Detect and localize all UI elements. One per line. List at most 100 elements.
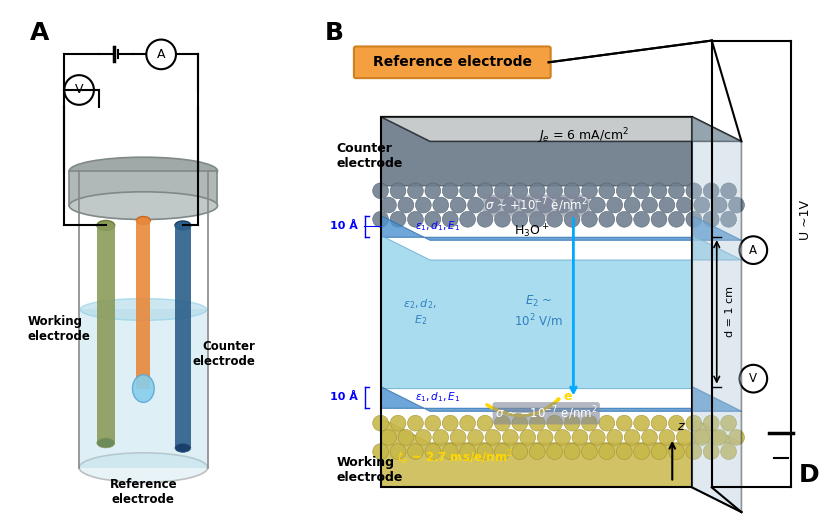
Polygon shape <box>380 387 740 411</box>
Circle shape <box>373 211 388 227</box>
Ellipse shape <box>97 221 115 231</box>
Circle shape <box>554 430 570 445</box>
Circle shape <box>623 430 640 445</box>
Circle shape <box>424 183 440 199</box>
Circle shape <box>441 211 458 227</box>
Text: 10 Å: 10 Å <box>329 392 357 402</box>
Circle shape <box>581 444 596 460</box>
Circle shape <box>667 183 684 199</box>
Circle shape <box>616 415 631 431</box>
Circle shape <box>519 430 535 445</box>
Circle shape <box>728 430 744 445</box>
Circle shape <box>494 444 509 460</box>
Circle shape <box>739 365 767 392</box>
Circle shape <box>397 430 414 445</box>
Circle shape <box>477 211 492 227</box>
Circle shape <box>650 444 666 460</box>
Text: Counter
electrode: Counter electrode <box>336 142 402 170</box>
Circle shape <box>528 183 545 199</box>
Circle shape <box>581 415 596 431</box>
Ellipse shape <box>97 438 115 448</box>
Circle shape <box>658 430 674 445</box>
Polygon shape <box>80 310 206 467</box>
Text: Working
electrode: Working electrode <box>28 315 90 343</box>
Circle shape <box>424 415 440 431</box>
Circle shape <box>390 211 405 227</box>
Circle shape <box>424 211 440 227</box>
Circle shape <box>511 444 527 460</box>
Polygon shape <box>380 117 740 186</box>
Circle shape <box>685 415 701 431</box>
Circle shape <box>502 430 518 445</box>
Circle shape <box>441 183 458 199</box>
Circle shape <box>640 197 657 213</box>
Circle shape <box>720 415 735 431</box>
Circle shape <box>633 183 649 199</box>
Circle shape <box>415 197 431 213</box>
Circle shape <box>467 430 483 445</box>
Circle shape <box>650 183 666 199</box>
Text: $\varepsilon_2, d_2,$
$E_2$: $\varepsilon_2, d_2,$ $E_2$ <box>403 297 437 327</box>
Circle shape <box>459 415 475 431</box>
Text: V: V <box>75 83 84 96</box>
Circle shape <box>546 444 562 460</box>
Circle shape <box>667 444 684 460</box>
Circle shape <box>581 183 596 199</box>
Circle shape <box>477 415 492 431</box>
Circle shape <box>616 211 631 227</box>
Polygon shape <box>691 117 740 512</box>
Circle shape <box>459 211 475 227</box>
Polygon shape <box>380 215 740 240</box>
Circle shape <box>494 415 509 431</box>
FancyArrowPatch shape <box>486 399 558 416</box>
Ellipse shape <box>174 443 191 452</box>
Circle shape <box>633 415 649 431</box>
Polygon shape <box>380 418 740 487</box>
Circle shape <box>407 211 423 227</box>
Circle shape <box>728 197 744 213</box>
Circle shape <box>407 444 423 460</box>
Circle shape <box>528 415 545 431</box>
Ellipse shape <box>133 375 154 402</box>
Circle shape <box>380 430 396 445</box>
Text: $t_e$ ~ 2.7 ms/e/nm$^2$: $t_e$ ~ 2.7 ms/e/nm$^2$ <box>396 449 512 467</box>
Circle shape <box>373 444 388 460</box>
Circle shape <box>720 183 735 199</box>
Circle shape <box>650 211 666 227</box>
Circle shape <box>536 197 552 213</box>
Ellipse shape <box>174 221 191 230</box>
Circle shape <box>685 183 701 199</box>
Circle shape <box>650 415 666 431</box>
Circle shape <box>450 197 465 213</box>
Text: B: B <box>324 21 343 45</box>
Circle shape <box>703 444 718 460</box>
Circle shape <box>693 430 708 445</box>
Text: A: A <box>156 48 165 61</box>
Circle shape <box>703 211 718 227</box>
Text: $\varepsilon_1, d_1, E_1$: $\varepsilon_1, d_1, E_1$ <box>414 220 460 233</box>
Ellipse shape <box>69 157 217 185</box>
Circle shape <box>658 197 674 213</box>
Circle shape <box>390 444 405 460</box>
Text: A: A <box>29 21 49 45</box>
Circle shape <box>432 430 448 445</box>
Circle shape <box>459 183 475 199</box>
Circle shape <box>598 183 614 199</box>
Circle shape <box>441 415 458 431</box>
Circle shape <box>598 211 614 227</box>
Text: Reference electrode: Reference electrode <box>373 56 532 69</box>
Circle shape <box>502 197 518 213</box>
Circle shape <box>494 183 509 199</box>
Circle shape <box>494 211 509 227</box>
Text: Reference
electrode: Reference electrode <box>110 478 177 506</box>
Circle shape <box>563 415 579 431</box>
Text: U ~1V: U ~1V <box>798 201 811 241</box>
Circle shape <box>441 444 458 460</box>
Circle shape <box>720 211 735 227</box>
Circle shape <box>589 197 604 213</box>
FancyBboxPatch shape <box>354 47 550 78</box>
Text: $J_e$ = 6 mA/cm$^2$: $J_e$ = 6 mA/cm$^2$ <box>536 127 629 146</box>
Circle shape <box>581 211 596 227</box>
Circle shape <box>477 183 492 199</box>
Circle shape <box>710 197 726 213</box>
